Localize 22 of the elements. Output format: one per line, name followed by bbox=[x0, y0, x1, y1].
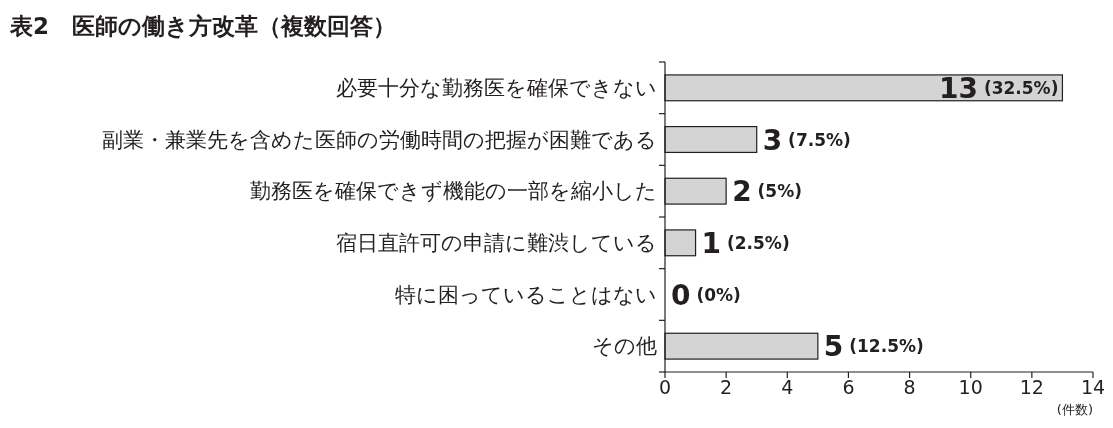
x-tick-label: 12 bbox=[1019, 376, 1044, 398]
data-label: 2 (5%) bbox=[732, 174, 802, 208]
data-label: 0 (0%) bbox=[671, 278, 741, 311]
x-tick-label: 6 bbox=[842, 376, 855, 398]
y-tick-label: その他 bbox=[592, 334, 657, 359]
y-tick-label: 宿日直許可の申請に難渋している bbox=[336, 230, 657, 255]
y-tick-label: 必要十分な勤務医を確保できない bbox=[336, 75, 657, 100]
y-tick-label: 特に困っていることはない bbox=[395, 282, 657, 307]
data-label: 13 (32.5%) bbox=[939, 71, 1059, 105]
text: 表2 医師の働き方改革（複数回答） bbox=[9, 13, 397, 39]
data-label: 5 (12.5%) bbox=[823, 329, 924, 363]
y-tick-label: 副業・兼業先を含めた医師の労働時間の把握が困難である bbox=[102, 127, 657, 152]
x-tick-label: 2 bbox=[720, 376, 733, 398]
x-tick-label: 8 bbox=[903, 376, 916, 398]
data-label: 1 (2.5%) bbox=[701, 226, 790, 260]
x-tick-label: 0 bbox=[658, 376, 672, 398]
x-tick-label: 4 bbox=[781, 376, 794, 398]
y-tick-label: 勤務医を確保できず機能の一部を縮小した bbox=[250, 179, 657, 204]
data-label: 3 (7.5%) bbox=[762, 123, 851, 156]
x-tick-label: 10 bbox=[958, 376, 983, 398]
x-tick-label: 14 bbox=[1080, 376, 1106, 398]
x-axis-title: (件数) bbox=[1056, 402, 1093, 417]
